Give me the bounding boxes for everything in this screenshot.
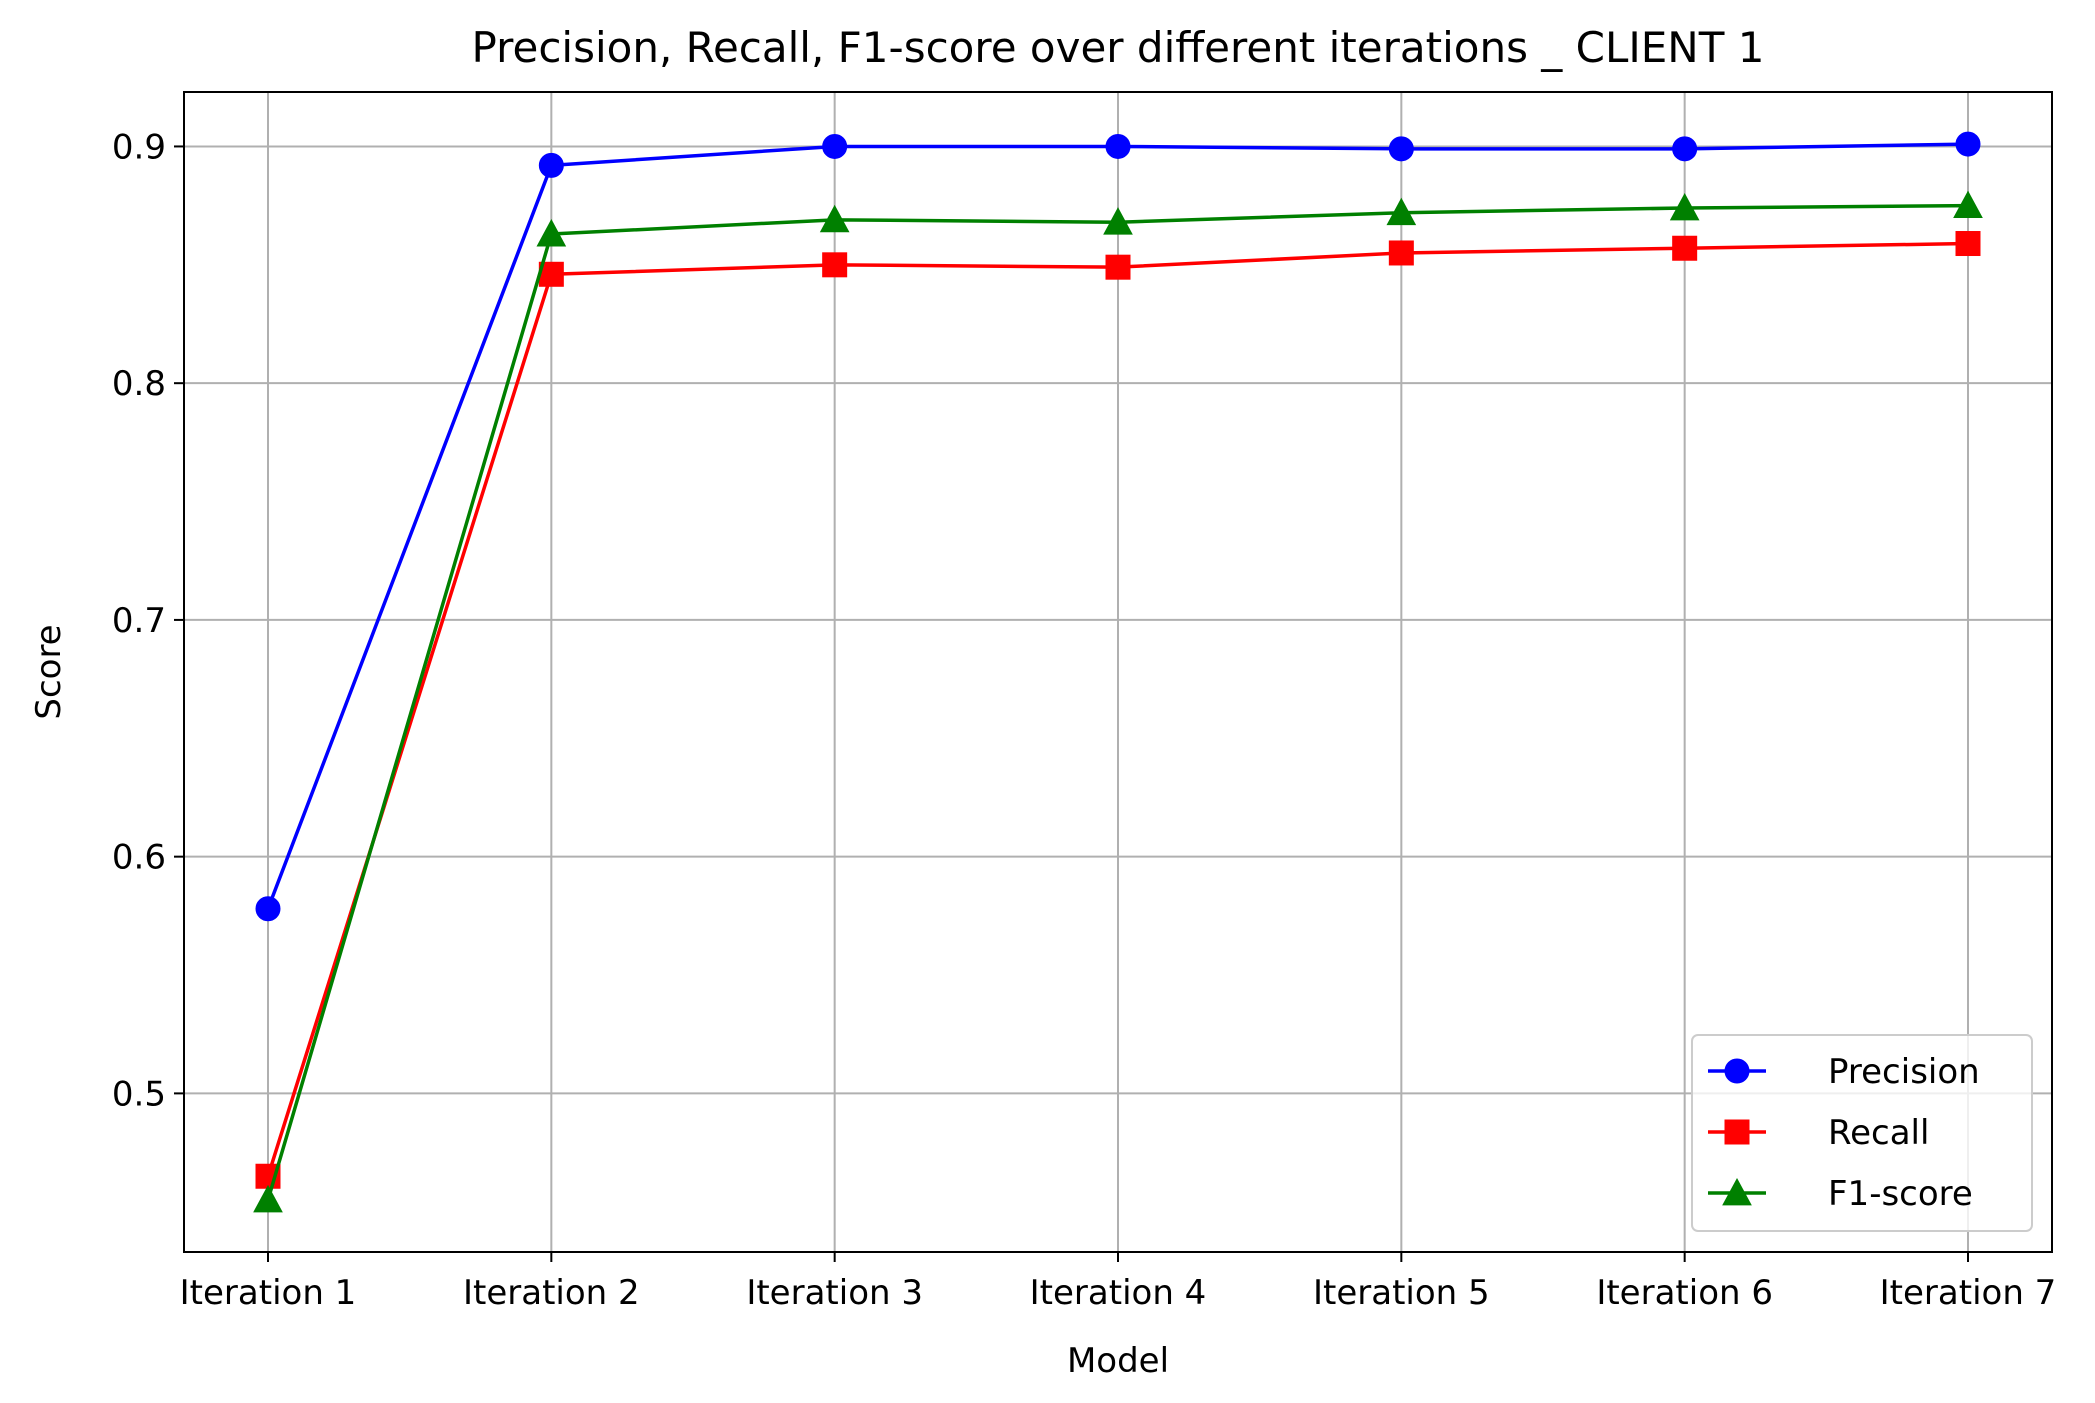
data-point — [822, 133, 848, 159]
legend: Precision Recall F1-score — [1691, 1034, 2033, 1232]
y-tick-label: 0.9 — [112, 127, 166, 167]
data-point — [1953, 190, 1983, 219]
data-point — [255, 896, 281, 922]
data-point — [1388, 136, 1414, 162]
legend-item: F1-score — [1708, 1174, 1973, 1214]
x-tick-label: Iteration 5 — [1313, 1273, 1490, 1313]
legend-box — [1691, 1034, 2033, 1232]
legend-label: Precision — [1828, 1052, 1980, 1092]
x-tick-label: Iteration 2 — [463, 1273, 640, 1313]
x-tick-label: Iteration 1 — [180, 1273, 357, 1313]
y-tick-label: 0.6 — [112, 838, 166, 878]
data-point — [536, 218, 567, 247]
x-axis-label: Model — [1067, 1341, 1169, 1381]
legend-swatch-marker — [1724, 1058, 1750, 1084]
grid — [184, 92, 2052, 1252]
data-point — [1669, 192, 1700, 221]
data-point — [1955, 131, 1981, 157]
series-f1-score — [253, 190, 1983, 1213]
legend-swatch-marker — [1724, 1119, 1750, 1145]
legend-label: F1-score — [1828, 1174, 1973, 1214]
data-point — [1386, 197, 1417, 226]
data-point — [822, 252, 848, 278]
chart-title: Precision, Recall, F1-score over differe… — [472, 23, 1765, 72]
data-point — [1672, 235, 1698, 261]
x-tick-label: Iteration 6 — [1596, 1273, 1773, 1313]
x-tick-label: Iteration 3 — [746, 1273, 923, 1313]
data-point — [253, 1184, 283, 1213]
axis-ticks: Iteration 1 Iteration 2 Iteration 3 Iterati… — [112, 127, 2056, 1313]
y-axis-label: Score — [29, 624, 69, 719]
data-point — [1103, 207, 1133, 235]
legend-item: Recall — [1708, 1113, 1929, 1153]
y-tick-label: 0.7 — [112, 601, 166, 641]
data-point — [1672, 136, 1698, 162]
x-tick-label: Iteration 7 — [1880, 1273, 2057, 1313]
legend-swatch-marker — [1722, 1177, 1752, 1206]
x-tick-label: Iteration 4 — [1030, 1273, 1207, 1313]
data-point — [819, 204, 850, 233]
data-point — [538, 152, 564, 178]
series-group — [253, 131, 1983, 1213]
data-point — [1388, 240, 1414, 266]
y-tick-label: 0.5 — [112, 1074, 166, 1114]
y-tick-label: 0.8 — [112, 364, 166, 404]
data-point — [1105, 133, 1131, 159]
data-point — [1955, 231, 1981, 257]
series-precision — [255, 131, 1981, 922]
legend-item: Precision — [1708, 1052, 1980, 1092]
legend-label: Recall — [1828, 1113, 1929, 1153]
data-point — [1105, 254, 1131, 280]
